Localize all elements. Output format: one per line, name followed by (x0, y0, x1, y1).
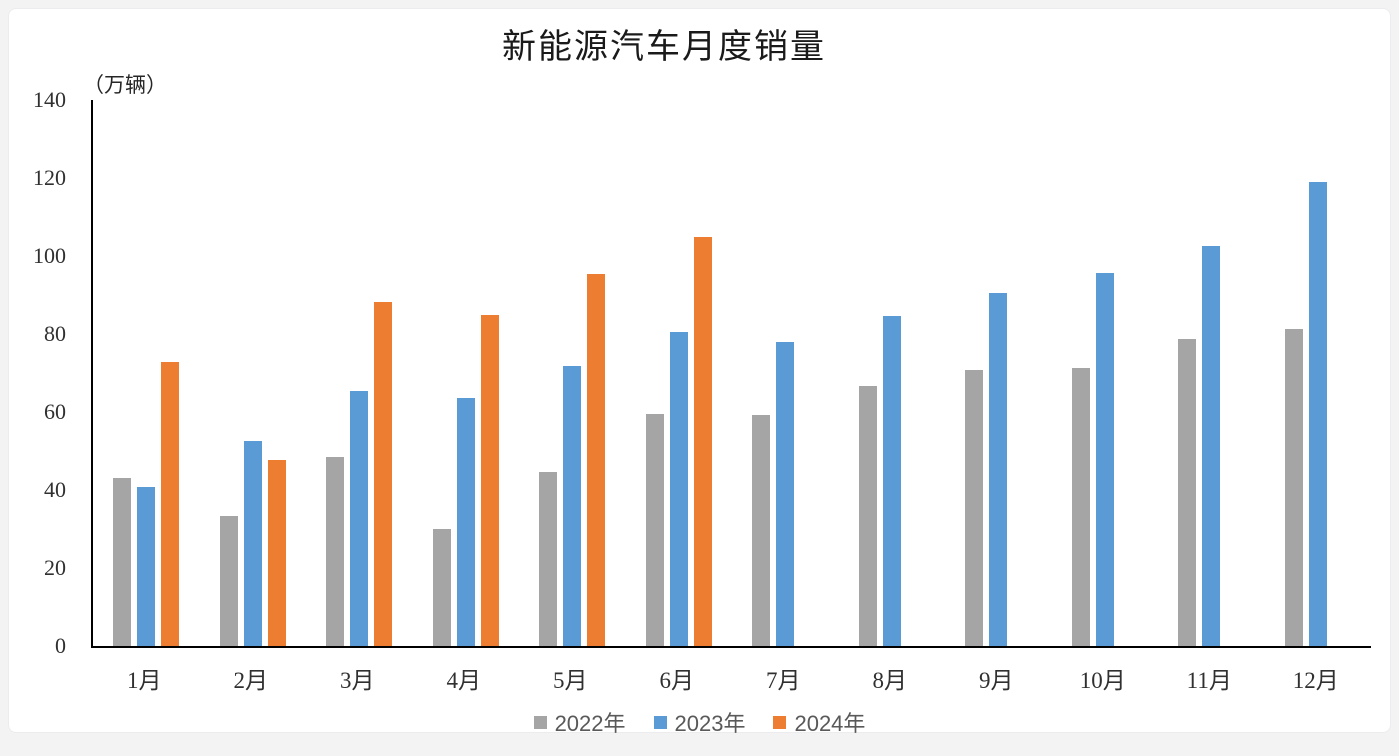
bar-2022年-7月 (752, 414, 771, 646)
bar-2023年-9月 (989, 293, 1008, 646)
y-axis-unit-label: （万辆） (83, 73, 167, 97)
bar-2022年-1月 (113, 477, 132, 646)
bar-2024年-3月 (374, 301, 393, 646)
bar-2023年-10月 (1095, 273, 1114, 646)
legend-swatch-icon-2023年 (653, 715, 667, 729)
x-tick-label-6月: 6月 (659, 668, 695, 693)
month-group-10月 (1052, 100, 1159, 646)
month-group-6月 (626, 100, 733, 646)
bar-2024年-1月 (161, 361, 180, 646)
bar-2023年-12月 (1308, 181, 1327, 646)
legend: 2022年 2023年 2024年 (9, 706, 1390, 738)
month-group-3月 (306, 100, 413, 646)
x-tick-label-9月: 9月 (979, 668, 1014, 693)
bar-2024年-6月 (693, 236, 712, 646)
bar-2022年-11月 (1178, 339, 1197, 646)
bar-2024年-4月 (480, 314, 499, 646)
legend-item-2024年: 2024年 (773, 706, 865, 738)
x-tick-label-1月: 1月 (127, 668, 162, 693)
legend-label-2023年: 2023年 (674, 711, 746, 736)
x-tick-label-10月: 10月 (1079, 668, 1126, 693)
bar-2022年-8月 (858, 386, 877, 646)
y-tick-label-60: 60 (44, 399, 66, 424)
bar-2023年-8月 (882, 316, 901, 646)
bar-2022年-4月 (432, 529, 451, 646)
x-tick-label-4月: 4月 (446, 668, 482, 693)
bar-2022年-9月 (965, 369, 984, 646)
y-tick-label-140: 140 (33, 87, 66, 112)
month-group-7月 (732, 100, 839, 646)
y-tick-label-20: 20 (44, 555, 66, 580)
x-tick-label-11月: 11月 (1186, 668, 1232, 693)
x-tick-label-2月: 2月 (233, 668, 269, 693)
legend-label-2024年: 2024年 (794, 711, 866, 736)
bar-2022年-12月 (1284, 328, 1303, 646)
bar-2022年-5月 (539, 471, 558, 646)
bar-2023年-4月 (456, 397, 475, 646)
month-group-12月 (1265, 100, 1372, 646)
x-axis: 1月 2月 3月 4月 5月 6月 7月 8月 9月 10月 11月 12月 (91, 661, 1369, 695)
y-tick-label-80: 80 (44, 321, 66, 346)
bar-2022年-6月 (645, 413, 664, 646)
y-axis: 0 20 40 60 80 100 120 140 (9, 9, 69, 732)
bar-2022年-2月 (219, 515, 238, 646)
y-tick-label-40: 40 (44, 477, 66, 502)
plot-area (91, 100, 1371, 648)
legend-item-2023年: 2023年 (653, 706, 746, 738)
x-tick-label-7月: 7月 (766, 668, 801, 693)
bar-2022年-10月 (1071, 367, 1090, 646)
bar-2023年-1月 (137, 486, 156, 646)
chart-card: 新能源汽车月度销量 （万辆） 0 20 40 60 80 100 120 140 1月 2月 3月… (8, 8, 1391, 736)
x-tick-label-8月: 8月 (872, 668, 908, 693)
month-group-4月 (413, 100, 520, 646)
bar-2023年-11月 (1202, 245, 1221, 646)
bar-2023年-6月 (669, 331, 688, 646)
bar-2024年-2月 (267, 459, 286, 646)
month-group-2月 (200, 100, 307, 646)
legend-swatch-icon-2024年 (773, 715, 787, 729)
bar-2023年-7月 (776, 341, 795, 646)
bar-2023年-5月 (563, 366, 582, 646)
month-group-9月 (945, 100, 1052, 646)
month-group-5月 (519, 100, 626, 646)
legend-label-2022年: 2022年 (554, 711, 626, 736)
bar-2022年-3月 (326, 457, 345, 646)
x-tick-label-3月: 3月 (340, 668, 375, 693)
x-tick-label-5月: 5月 (553, 668, 588, 693)
chart-title: 新能源汽车月度销量 (502, 29, 826, 66)
legend-item-2022年: 2022年 (533, 706, 626, 738)
month-group-11月 (1158, 100, 1265, 646)
month-group-8月 (839, 100, 946, 646)
x-tick-label-12月: 12月 (1292, 668, 1339, 693)
bar-2024年-5月 (587, 273, 606, 646)
legend-swatch-icon-2022年 (533, 715, 547, 729)
month-group-1月 (93, 100, 200, 646)
y-tick-label-120: 120 (33, 165, 66, 190)
y-tick-label-100: 100 (33, 243, 66, 268)
bar-2023年-2月 (243, 441, 262, 646)
y-tick-label-0: 0 (55, 633, 66, 658)
bar-2023年-3月 (350, 391, 369, 646)
